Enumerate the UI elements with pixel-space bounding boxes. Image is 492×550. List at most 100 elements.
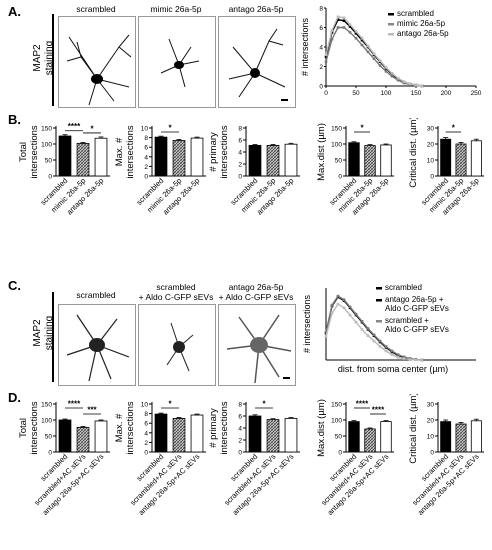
y-tick-label: 4: [238, 150, 242, 157]
data-point: [324, 335, 328, 338]
legend-swatch: [376, 287, 382, 290]
data-point: [354, 320, 358, 324]
y-tick-label: 2: [319, 64, 323, 71]
data-point: [348, 25, 352, 28]
data-point: [390, 349, 394, 353]
y-tick-label: 150: [41, 126, 52, 133]
y-tick-label: 20: [427, 142, 435, 149]
data-point: [336, 26, 340, 29]
micrograph-antago: [218, 16, 296, 108]
legend-swatch: [388, 13, 394, 16]
y-tick-label: 6: [144, 145, 148, 152]
bar: [455, 143, 467, 177]
data-point: [414, 358, 418, 362]
bar: [284, 143, 298, 177]
data-point: [378, 345, 382, 348]
significance-label: ****: [68, 400, 81, 409]
y-tick-label: 10: [141, 126, 149, 133]
data-point: [378, 64, 382, 67]
image-title-c-scrambled: scrambled: [76, 290, 116, 300]
side-label-a: MAP2 staining: [32, 40, 55, 76]
y-tick-label: 100: [41, 142, 52, 149]
data-point: [342, 306, 346, 310]
legend-label: antago 26a-5p +: [385, 295, 444, 304]
bar: [266, 419, 280, 453]
data-point: [330, 37, 334, 41]
data-point: [402, 80, 406, 83]
bar: [470, 420, 482, 453]
data-point: [420, 84, 424, 88]
neuron-image: [166, 322, 194, 372]
data-point: [390, 72, 394, 75]
y-tick-label: 2: [144, 440, 148, 447]
bar: [76, 426, 90, 453]
neuron-image: [160, 38, 200, 88]
bar: [364, 145, 376, 177]
x-tick-label: 250: [471, 90, 482, 97]
data-point: [324, 330, 328, 334]
data-point: [348, 305, 352, 309]
image-title-antago: antago 26a-5p: [228, 4, 284, 14]
y-tick-label: 150: [331, 126, 342, 133]
y-tick-label: 6: [319, 25, 323, 32]
significance-label: ***: [87, 406, 97, 415]
bar-chart-b2: Max. #intersections 0246810scrambledmimic…: [114, 124, 206, 217]
data-point: [414, 83, 418, 87]
bar: [248, 415, 262, 453]
legend-swatch: [376, 299, 382, 302]
y-axis-label: Max.dist (µm): [316, 123, 327, 181]
bar-chart-b3: # primaryintersections 02468scrambledmimi…: [208, 125, 300, 217]
bar-chart-d2: Max. #intersections 0246810scrambledscram…: [114, 400, 206, 517]
y-axis-label: Totalintersections: [18, 125, 40, 179]
significance-label: *: [360, 124, 364, 133]
image-title-c-antago-sevs: antago 26a-5p + Aldo C-GFP sEVs: [218, 282, 294, 302]
data-point: [384, 70, 388, 73]
data-point: [336, 18, 340, 21]
bar-chart-b5: Critical dist. (µm) 0102030scrambledmimic…: [408, 118, 484, 217]
bar: [455, 423, 467, 453]
data-point: [330, 303, 334, 307]
y-tick-label: 4: [144, 154, 148, 161]
panel-label-b: B.: [8, 112, 21, 127]
y-tick-label: 0: [319, 84, 323, 91]
legend-swatch: [388, 33, 394, 36]
legend-label: scrambled: [385, 283, 422, 292]
data-point: [378, 59, 382, 62]
y-tick-label: 50: [45, 158, 53, 165]
data-point: [366, 334, 370, 337]
y-tick-label: 30: [427, 126, 435, 133]
bar: [190, 137, 204, 177]
data-point: [342, 26, 346, 29]
panel-label-d: D.: [8, 390, 21, 405]
data-point: [384, 349, 388, 353]
y-tick-label: 2: [238, 162, 242, 169]
data-point: [348, 313, 352, 317]
data-point: [408, 82, 412, 86]
bar: [380, 421, 392, 453]
significance-label: *: [168, 400, 172, 409]
data-point: [390, 353, 394, 356]
data-point: [330, 29, 334, 32]
y-tick-label: 100: [331, 418, 342, 425]
side-label-c: MAP2 staining: [32, 315, 55, 351]
data-point: [402, 81, 406, 85]
significance-label: ****: [372, 406, 385, 415]
data-point: [360, 43, 364, 47]
bar: [190, 414, 204, 453]
data-point: [354, 30, 358, 33]
y-tick-label: 8: [238, 402, 242, 409]
bar: [76, 142, 90, 177]
y-tick-label: 0: [238, 450, 242, 457]
data-point: [348, 31, 352, 34]
data-point: [354, 32, 358, 35]
data-point: [360, 328, 364, 331]
bar: [440, 421, 452, 453]
y-tick-label: 4: [319, 45, 323, 52]
data-point: [342, 19, 346, 22]
y-tick-label: 0: [430, 174, 434, 181]
bar-chart-d3: # primaryintersections 02468scrambledscra…: [208, 400, 300, 517]
data-point: [366, 327, 370, 330]
bar: [284, 417, 298, 453]
y-axis-label: # primaryintersections: [208, 125, 230, 179]
